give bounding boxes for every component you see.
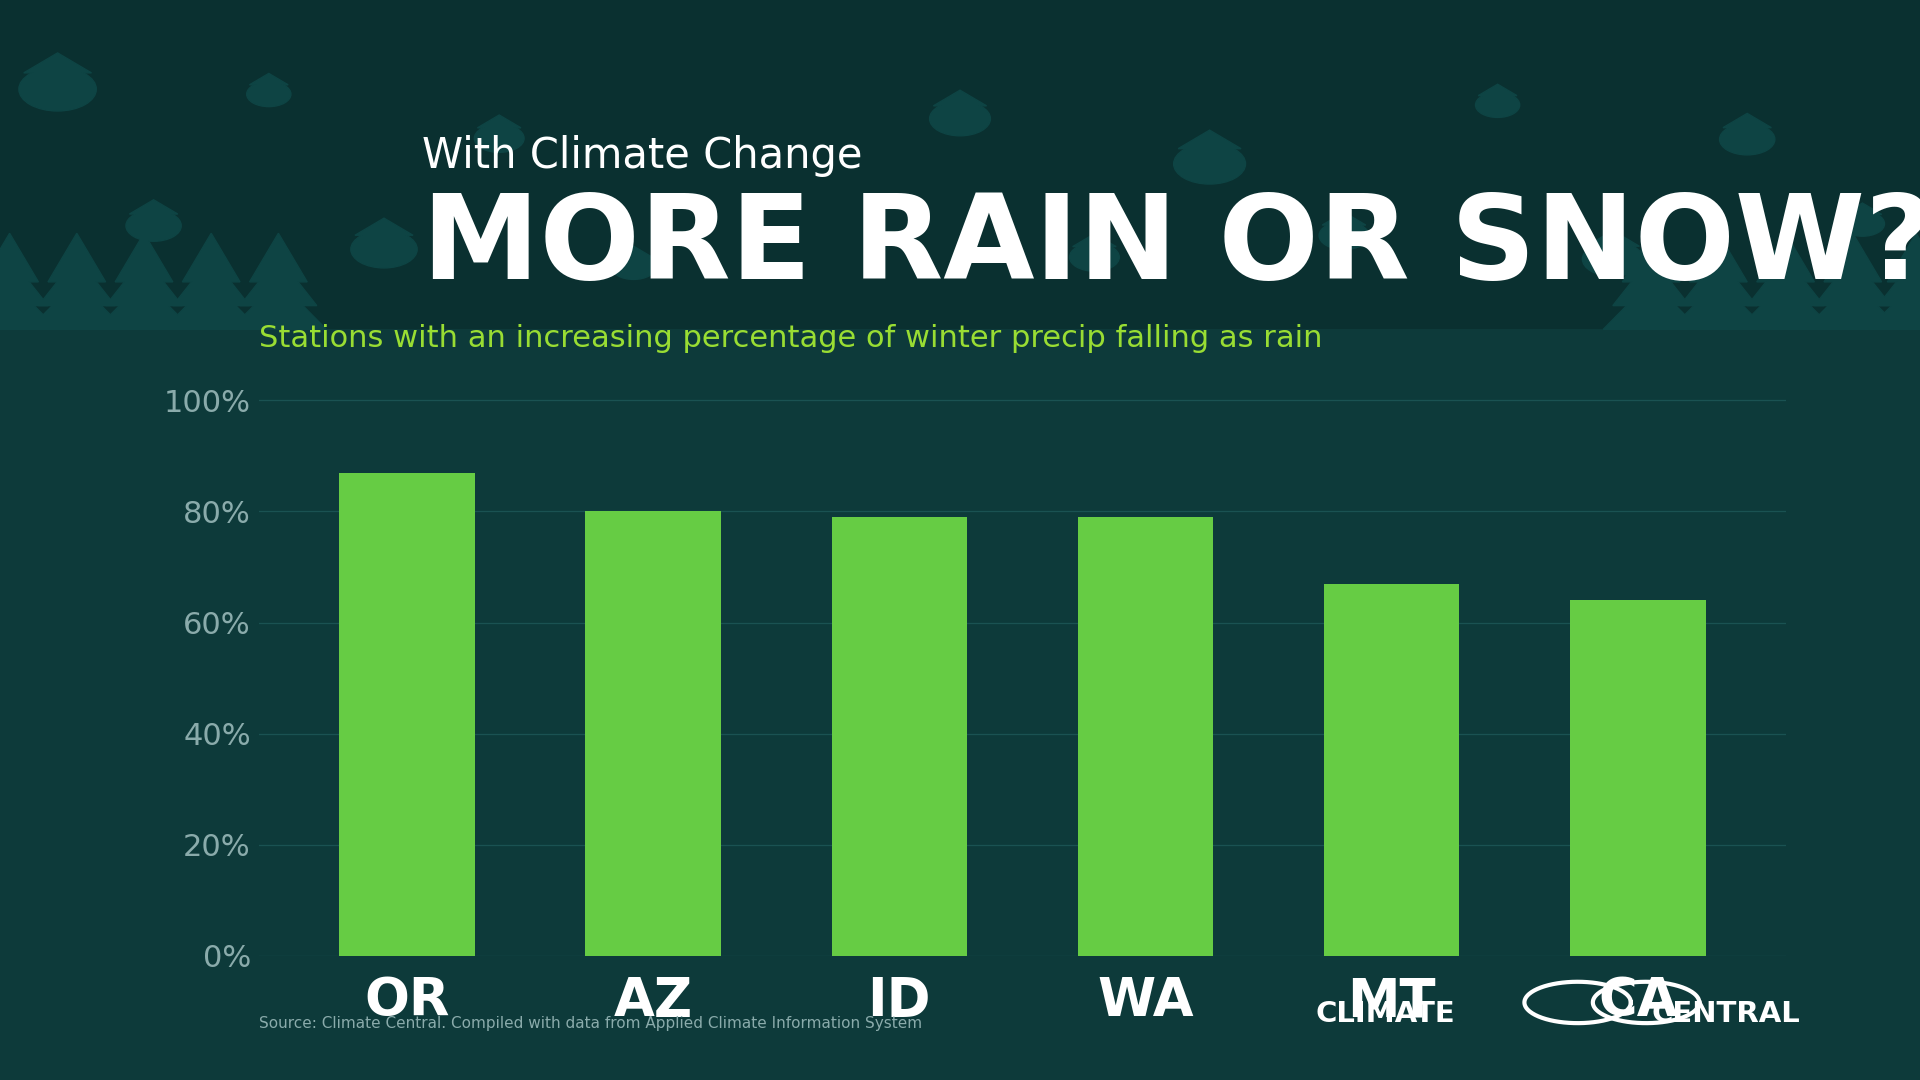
Bar	[831, 517, 968, 956]
Text: CENTRAL: CENTRAL	[1651, 1000, 1799, 1028]
Bar	[1325, 583, 1459, 956]
Text: With Climate Change: With Climate Change	[422, 135, 862, 177]
Bar	[586, 512, 720, 956]
Bar	[340, 473, 474, 956]
Text: CLIMATE: CLIMATE	[1315, 1000, 1455, 1028]
Text: Stations with an increasing percentage of winter precip falling as rain: Stations with an increasing percentage o…	[259, 324, 1323, 353]
Text: MORE RAIN OR SNOW?: MORE RAIN OR SNOW?	[422, 189, 1920, 303]
Text: Source: Climate Central. Compiled with data from Applied Climate Information Sys: Source: Climate Central. Compiled with d…	[259, 1016, 922, 1031]
Bar	[1077, 517, 1213, 956]
Bar	[1571, 600, 1705, 956]
